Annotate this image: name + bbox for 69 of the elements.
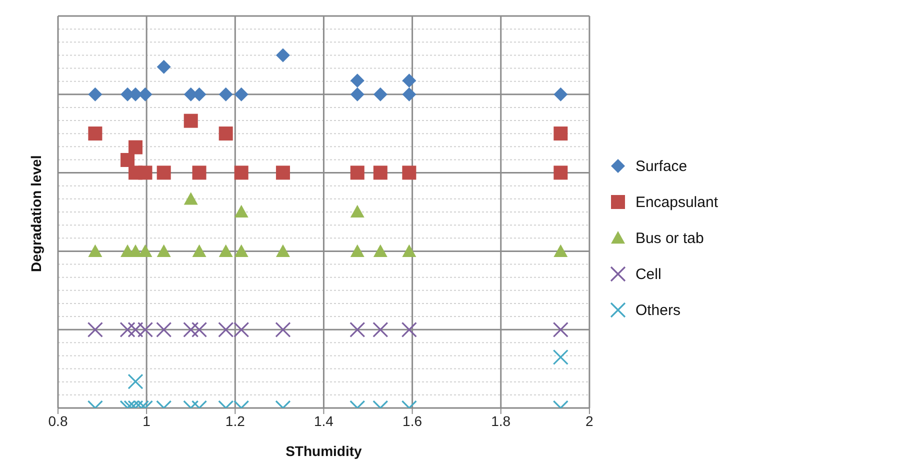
point	[88, 87, 102, 102]
point	[234, 244, 248, 257]
point	[552, 322, 568, 338]
point	[156, 244, 171, 257]
point	[350, 87, 364, 102]
point	[234, 204, 248, 218]
point	[138, 166, 152, 180]
point	[156, 166, 171, 180]
point	[402, 74, 416, 88]
point	[192, 244, 206, 257]
point	[128, 140, 142, 154]
point	[192, 166, 206, 180]
point	[191, 322, 208, 338]
point	[350, 244, 364, 257]
x-axis-title: SThumidity	[286, 443, 362, 459]
point	[276, 166, 290, 180]
point	[234, 166, 248, 180]
point	[350, 166, 364, 180]
y-axis-title: Degradation level	[28, 155, 44, 272]
point	[373, 87, 388, 102]
point	[88, 244, 102, 257]
x-tick-label: 1	[142, 412, 151, 429]
point	[88, 126, 102, 141]
point	[275, 322, 291, 338]
point	[156, 60, 171, 74]
point	[120, 322, 136, 338]
legend-label: Bus or tab	[635, 230, 704, 246]
point	[401, 322, 417, 338]
point	[554, 244, 568, 257]
point	[156, 322, 172, 338]
point	[218, 244, 233, 257]
point	[350, 322, 366, 338]
point	[402, 244, 416, 257]
point	[183, 322, 199, 338]
point	[373, 244, 388, 257]
point	[350, 204, 364, 218]
legend-label: Surface	[635, 158, 688, 174]
point	[350, 74, 364, 88]
point	[402, 87, 416, 102]
point	[276, 244, 290, 257]
point	[554, 166, 568, 180]
point	[120, 152, 135, 167]
x-tick-label: 1.8	[491, 412, 511, 429]
point	[234, 87, 248, 102]
point	[276, 48, 290, 62]
point	[137, 322, 154, 338]
point	[373, 166, 388, 180]
x-tick-label: 1.2	[225, 412, 246, 429]
point	[184, 114, 198, 128]
x-tick-label: 1.6	[402, 412, 422, 429]
point	[184, 192, 198, 205]
x-tick-label: 0.8	[48, 412, 68, 429]
point	[402, 166, 416, 180]
point	[128, 322, 144, 338]
x-tick-label: 1.4	[314, 412, 334, 429]
legend-label: Cell	[635, 266, 662, 282]
legend-label: Encapsulant	[635, 194, 718, 210]
x-tick-label: 2	[586, 412, 594, 429]
point	[218, 87, 233, 102]
point	[552, 349, 568, 365]
point	[138, 87, 152, 102]
point	[218, 126, 233, 141]
point	[372, 322, 388, 338]
point	[554, 87, 568, 102]
point	[554, 126, 568, 141]
legend-label: Others	[635, 302, 680, 318]
point	[87, 322, 103, 338]
point	[128, 374, 144, 390]
point	[138, 244, 152, 257]
